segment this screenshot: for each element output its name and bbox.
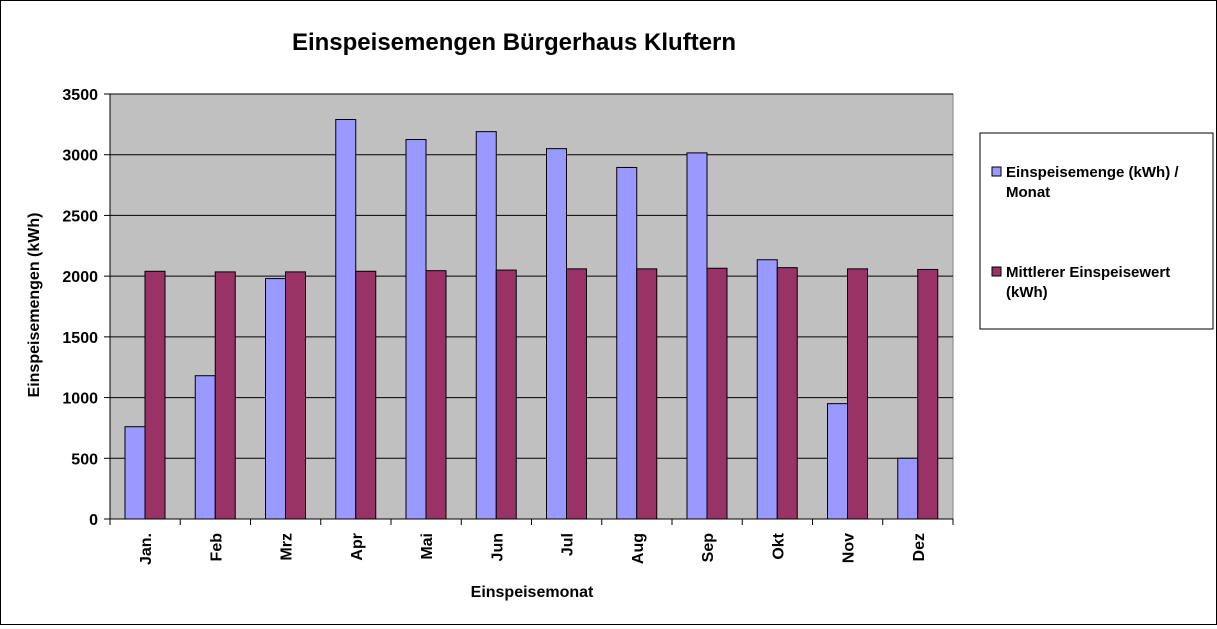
x-axis-title: Einspeisemonat <box>471 584 594 601</box>
legend-label: Einspeisemenge (kWh) / <box>1006 164 1179 181</box>
bar-einspeisemenge <box>335 119 357 520</box>
bar-mittlerer-einspeisewert <box>214 271 236 520</box>
y-tick-label: 2500 <box>62 208 98 225</box>
x-tick-label: Nov <box>841 533 858 563</box>
x-tick-label: Sep <box>700 533 717 563</box>
x-tick-label: Feb <box>208 533 225 562</box>
legend-label: Monat <box>1006 184 1050 201</box>
y-tick-label: 500 <box>71 451 98 468</box>
bar-mittlerer-einspeisewert <box>285 271 306 520</box>
bar-einspeisemenge <box>616 166 638 520</box>
x-tick-label: Apr <box>349 533 366 561</box>
bar-mittlerer-einspeisewert <box>495 269 517 520</box>
plot-background <box>109 93 954 520</box>
bar-einspeisemenge <box>827 403 848 520</box>
y-axis-title: Einspeisemengen (kWh) <box>26 213 43 398</box>
bar-einspeisemenge <box>265 278 286 520</box>
bar-mittlerer-einspeisewert <box>355 270 377 520</box>
x-tick-label: Dez <box>911 533 928 561</box>
plot-area: 0 500 1000 1500 2000 2500 3000 3500 Jan. Feb Mrz Ap… <box>62 87 954 565</box>
x-tick-label: Jan. <box>138 533 155 565</box>
bar-einspeisemenge <box>124 426 146 520</box>
bar-mittlerer-einspeisewert <box>636 268 658 520</box>
legend-swatch <box>991 266 1002 277</box>
bar-mittlerer-einspeisewert <box>706 267 728 520</box>
legend-label: (kWh) <box>1006 284 1048 301</box>
y-tick-label: 2000 <box>62 269 98 286</box>
bar-mittlerer-einspeisewert <box>847 268 868 520</box>
bar-mittlerer-einspeisewert <box>566 268 587 520</box>
y-tick-label: 3500 <box>62 87 98 104</box>
legend: Einspeisemenge (kWh) / Monat Mittlerer Ein… <box>979 132 1214 330</box>
legend-swatch <box>991 166 1002 177</box>
bar-einspeisemenge <box>686 152 708 520</box>
x-tick-label: Mrz <box>279 533 296 561</box>
x-tick-label: Aug <box>630 533 647 564</box>
legend-box <box>979 132 1214 330</box>
bar-mittlerer-einspeisewert <box>776 267 798 520</box>
bar-einspeisemenge <box>405 139 427 520</box>
bar-einspeisemenge <box>756 259 778 520</box>
bar-einspeisemenge <box>897 457 919 520</box>
y-tick-label: 0 <box>89 512 98 529</box>
x-tick-label: Jul <box>560 533 577 556</box>
bar-einspeisemenge <box>475 131 497 520</box>
bar-mittlerer-einspeisewert <box>144 270 166 520</box>
bar-mittlerer-einspeisewert <box>425 270 447 520</box>
x-tick-label: Mai <box>419 533 436 560</box>
bar-mittlerer-einspeisewert <box>917 268 939 520</box>
bar-einspeisemenge <box>194 375 216 520</box>
y-tick-label: 1500 <box>62 330 98 347</box>
bar-einspeisemenge <box>546 148 567 520</box>
x-tick-label: Jun <box>489 533 506 561</box>
y-tick-label: 3000 <box>62 148 98 165</box>
y-tick-label: 1000 <box>62 391 98 408</box>
legend-label: Mittlerer Einspeisewert <box>1006 264 1170 281</box>
chart-title: Einspeisemengen Bürgerhaus Kluftern <box>292 29 736 56</box>
x-tick-label: Okt <box>770 532 787 559</box>
